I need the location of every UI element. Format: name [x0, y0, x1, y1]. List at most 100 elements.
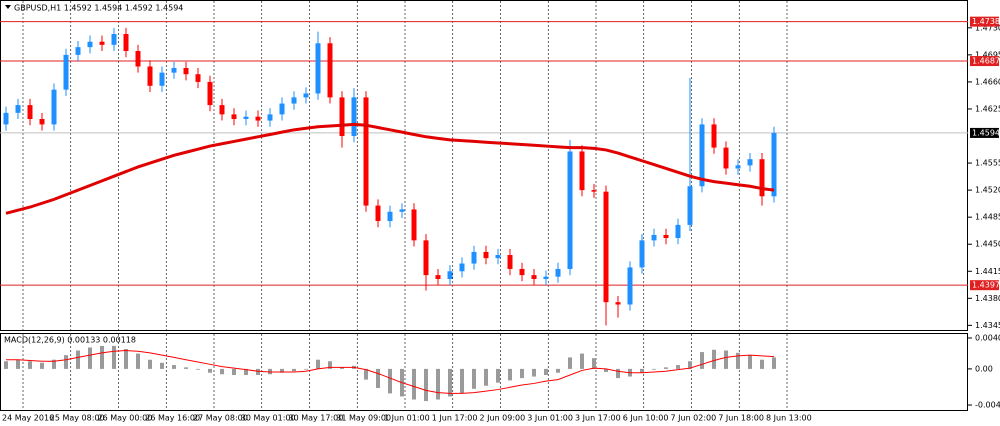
candle-body [519, 268, 525, 276]
macd-bar [88, 347, 92, 369]
candle-body [411, 209, 417, 241]
macd-bar [4, 361, 8, 369]
candle-body [627, 267, 633, 305]
macd-bar [436, 368, 440, 400]
candle-body [771, 132, 777, 197]
x-tick-label: 3 Jun 01:00 [527, 414, 573, 423]
candle-body [39, 119, 45, 125]
candle-body [27, 105, 33, 120]
macd-bar [724, 350, 728, 369]
macd-bar [484, 368, 488, 386]
candle-body [747, 159, 753, 166]
macd-bar [256, 368, 260, 376]
macd-bar [232, 368, 236, 376]
macd-bar [364, 368, 368, 380]
candle-body [315, 43, 321, 94]
macd-bar [328, 361, 332, 369]
candle-body [207, 81, 213, 106]
candle-body [111, 34, 117, 45]
macd-bar [196, 368, 200, 370]
macd-bar [508, 368, 512, 381]
candle-body [507, 255, 513, 269]
macd-bar [148, 359, 152, 369]
candle-body [243, 116, 249, 120]
macd-bar [136, 353, 140, 369]
candle-body [183, 68, 189, 75]
macd-bar [412, 368, 416, 400]
candle-body [195, 74, 201, 82]
x-tick-label: 30 May 17:00 [289, 414, 344, 423]
candle-body [135, 51, 141, 67]
y-tick-label: 1.4695 [975, 50, 1000, 59]
x-tick-label: 25 May 08:00 [50, 414, 105, 423]
x-tick-label: 6 Jun 10:00 [623, 414, 669, 423]
macd-bar [112, 345, 116, 369]
y-tick-label: 1.4730 [975, 23, 1000, 32]
x-tick-label: 2 Jun 09:00 [480, 414, 526, 423]
candle-body [87, 41, 93, 48]
candle-body [555, 268, 561, 277]
candle-body [471, 251, 477, 264]
candle-body [171, 68, 177, 73]
y-tick-label: 1.4345 [975, 321, 1000, 330]
macd-bar [556, 368, 560, 373]
candle-body [663, 234, 669, 239]
macd-bar [340, 367, 344, 369]
candle-body [531, 275, 537, 279]
level-label: 1.4687 [972, 57, 1000, 66]
candle-body [63, 54, 69, 90]
macd-bar [712, 349, 716, 369]
x-tick-label: 1 Jun 17:00 [432, 414, 478, 423]
candle-body [303, 93, 309, 98]
candle-body [723, 147, 729, 169]
candle-body [579, 151, 585, 191]
candle-body [435, 275, 441, 279]
chart-title: GBPUSD,H1 1.4592 1.4594 1.4592 1.4594 [14, 4, 183, 13]
macd-bar [316, 359, 320, 369]
candle-body [3, 112, 9, 125]
candle-body [123, 34, 129, 52]
moving-average [5, 122, 775, 215]
candle-body [255, 116, 261, 121]
candle-body [687, 186, 693, 225]
macd-bar [172, 365, 176, 369]
macd-bar [184, 367, 188, 369]
candle-body [639, 240, 645, 268]
x-tick-label: 3 Jun 17:00 [575, 414, 621, 423]
macd-bar [568, 357, 572, 369]
x-tick-label: 31 May 09:00 [336, 414, 391, 423]
candle-body [327, 43, 333, 98]
candle-body [591, 190, 597, 192]
y-tick-label: 1.4450 [975, 240, 1000, 249]
macd-bar [280, 368, 284, 373]
level-label: 1.4738 [972, 17, 1000, 26]
candle-body [99, 41, 105, 45]
macd-bar [388, 368, 392, 394]
x-tick-label: 7 Jun 02:00 [671, 414, 717, 423]
x-tick-label: 26 May 16:00 [145, 414, 200, 423]
macd-bar [28, 361, 32, 369]
macd-bar [52, 359, 56, 369]
candle-body [459, 263, 465, 272]
signal-line [6, 350, 775, 394]
x-tick-label: 8 Jun 13:00 [766, 414, 812, 423]
menu-arrow [5, 5, 11, 9]
macd-bar [544, 368, 548, 376]
macd-bar [40, 362, 44, 369]
candle-body [495, 255, 501, 259]
level-label-box [970, 56, 999, 67]
macd-bar [64, 355, 68, 369]
macd-bar [772, 357, 776, 369]
candle-body [219, 105, 225, 115]
candle-body [231, 114, 237, 120]
candle-body [387, 211, 393, 222]
macd-bar [532, 368, 536, 377]
macd-bar [244, 368, 248, 376]
macd-bar [580, 353, 584, 369]
candle-body [567, 151, 573, 269]
candle-body [675, 224, 681, 239]
candle-body [735, 165, 741, 169]
y-tick-label: 1.4625 [975, 104, 1000, 113]
